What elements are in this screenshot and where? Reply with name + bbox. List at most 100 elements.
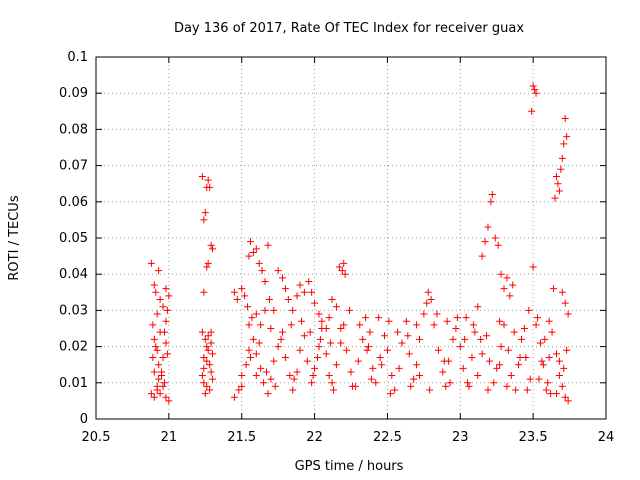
data-point bbox=[410, 375, 418, 383]
data-point bbox=[152, 288, 160, 296]
data-point bbox=[468, 353, 476, 361]
data-point bbox=[156, 328, 164, 336]
data-point bbox=[200, 379, 208, 387]
data-point bbox=[203, 357, 211, 365]
data-point bbox=[201, 335, 209, 343]
data-point bbox=[560, 140, 568, 148]
data-point bbox=[209, 245, 217, 253]
y-axis-label: ROTI / TECUs bbox=[7, 195, 22, 280]
data-point bbox=[340, 259, 348, 267]
data-point bbox=[204, 176, 212, 184]
axis-ticks: 20.5 21 21.5 22 22.5 23 23.5 24 0 0.01 0.02 0.03 0.0… bbox=[59, 50, 614, 445]
data-point bbox=[305, 277, 313, 285]
data-point bbox=[257, 321, 265, 329]
data-point bbox=[372, 379, 380, 387]
y-tick-label: 0.04 bbox=[59, 267, 88, 282]
data-point bbox=[366, 328, 374, 336]
data-point bbox=[270, 357, 278, 365]
data-point bbox=[528, 107, 536, 115]
data-point bbox=[153, 382, 161, 390]
data-point bbox=[156, 296, 164, 304]
data-point bbox=[274, 267, 282, 275]
data-point bbox=[504, 346, 512, 354]
data-point bbox=[203, 343, 211, 351]
data-point bbox=[209, 375, 217, 383]
data-point bbox=[204, 259, 212, 267]
x-axis-label: GPS time / hours bbox=[295, 459, 404, 474]
data-point bbox=[558, 288, 566, 296]
data-point bbox=[503, 382, 511, 390]
data-point bbox=[328, 379, 336, 387]
data-point bbox=[348, 382, 356, 390]
data-point bbox=[551, 194, 559, 202]
data-point bbox=[488, 191, 496, 199]
data-point bbox=[207, 241, 215, 249]
data-point bbox=[257, 364, 265, 372]
data-point bbox=[536, 339, 544, 347]
x-tick-label: 23 bbox=[452, 430, 469, 445]
data-point bbox=[561, 299, 569, 307]
data-point bbox=[281, 285, 289, 293]
data-point bbox=[274, 343, 282, 351]
data-point bbox=[252, 372, 260, 380]
data-point bbox=[563, 346, 571, 354]
data-point bbox=[555, 372, 563, 380]
data-point bbox=[427, 296, 435, 304]
data-point bbox=[200, 288, 208, 296]
y-tick-label: 0.01 bbox=[59, 376, 88, 391]
data-point bbox=[198, 172, 206, 180]
y-tick-label: 0.02 bbox=[59, 340, 88, 355]
data-point bbox=[255, 259, 263, 267]
data-point bbox=[529, 263, 537, 271]
data-point bbox=[162, 285, 170, 293]
data-point bbox=[264, 241, 272, 249]
data-point bbox=[542, 386, 550, 394]
data-point bbox=[270, 306, 278, 314]
data-point bbox=[287, 321, 295, 329]
data-point bbox=[548, 328, 556, 336]
data-point bbox=[245, 321, 253, 329]
data-point bbox=[363, 346, 371, 354]
data-point bbox=[525, 306, 533, 314]
data-point bbox=[541, 335, 549, 343]
data-point bbox=[477, 335, 485, 343]
data-point bbox=[332, 361, 340, 369]
data-point bbox=[338, 267, 346, 275]
data-point bbox=[407, 382, 415, 390]
data-point bbox=[534, 314, 542, 322]
data-point bbox=[162, 393, 170, 401]
data-point bbox=[300, 288, 308, 296]
data-point bbox=[200, 364, 208, 372]
data-point bbox=[155, 267, 163, 275]
data-point bbox=[242, 361, 250, 369]
data-point bbox=[233, 296, 241, 304]
data-point bbox=[404, 332, 412, 340]
data-point bbox=[469, 321, 477, 329]
data-point bbox=[209, 350, 217, 358]
data-point bbox=[207, 368, 215, 376]
data-point bbox=[149, 321, 157, 329]
data-point bbox=[550, 285, 558, 293]
data-point bbox=[297, 317, 305, 325]
data-points bbox=[147, 82, 572, 405]
data-point bbox=[515, 361, 523, 369]
data-point bbox=[158, 368, 166, 376]
data-point bbox=[402, 317, 410, 325]
data-point bbox=[265, 296, 273, 304]
data-point bbox=[293, 292, 301, 300]
data-point bbox=[405, 350, 413, 358]
data-point bbox=[303, 357, 311, 365]
data-point bbox=[531, 86, 539, 94]
data-point bbox=[386, 390, 394, 398]
data-point bbox=[203, 263, 211, 271]
data-point bbox=[478, 350, 486, 358]
data-point bbox=[281, 353, 289, 361]
data-point bbox=[375, 314, 383, 322]
data-point bbox=[267, 325, 275, 332]
data-point bbox=[309, 372, 317, 380]
data-point bbox=[415, 335, 423, 343]
data-point bbox=[446, 379, 454, 387]
data-point bbox=[289, 386, 297, 394]
data-point bbox=[252, 245, 260, 253]
data-point bbox=[165, 397, 173, 405]
